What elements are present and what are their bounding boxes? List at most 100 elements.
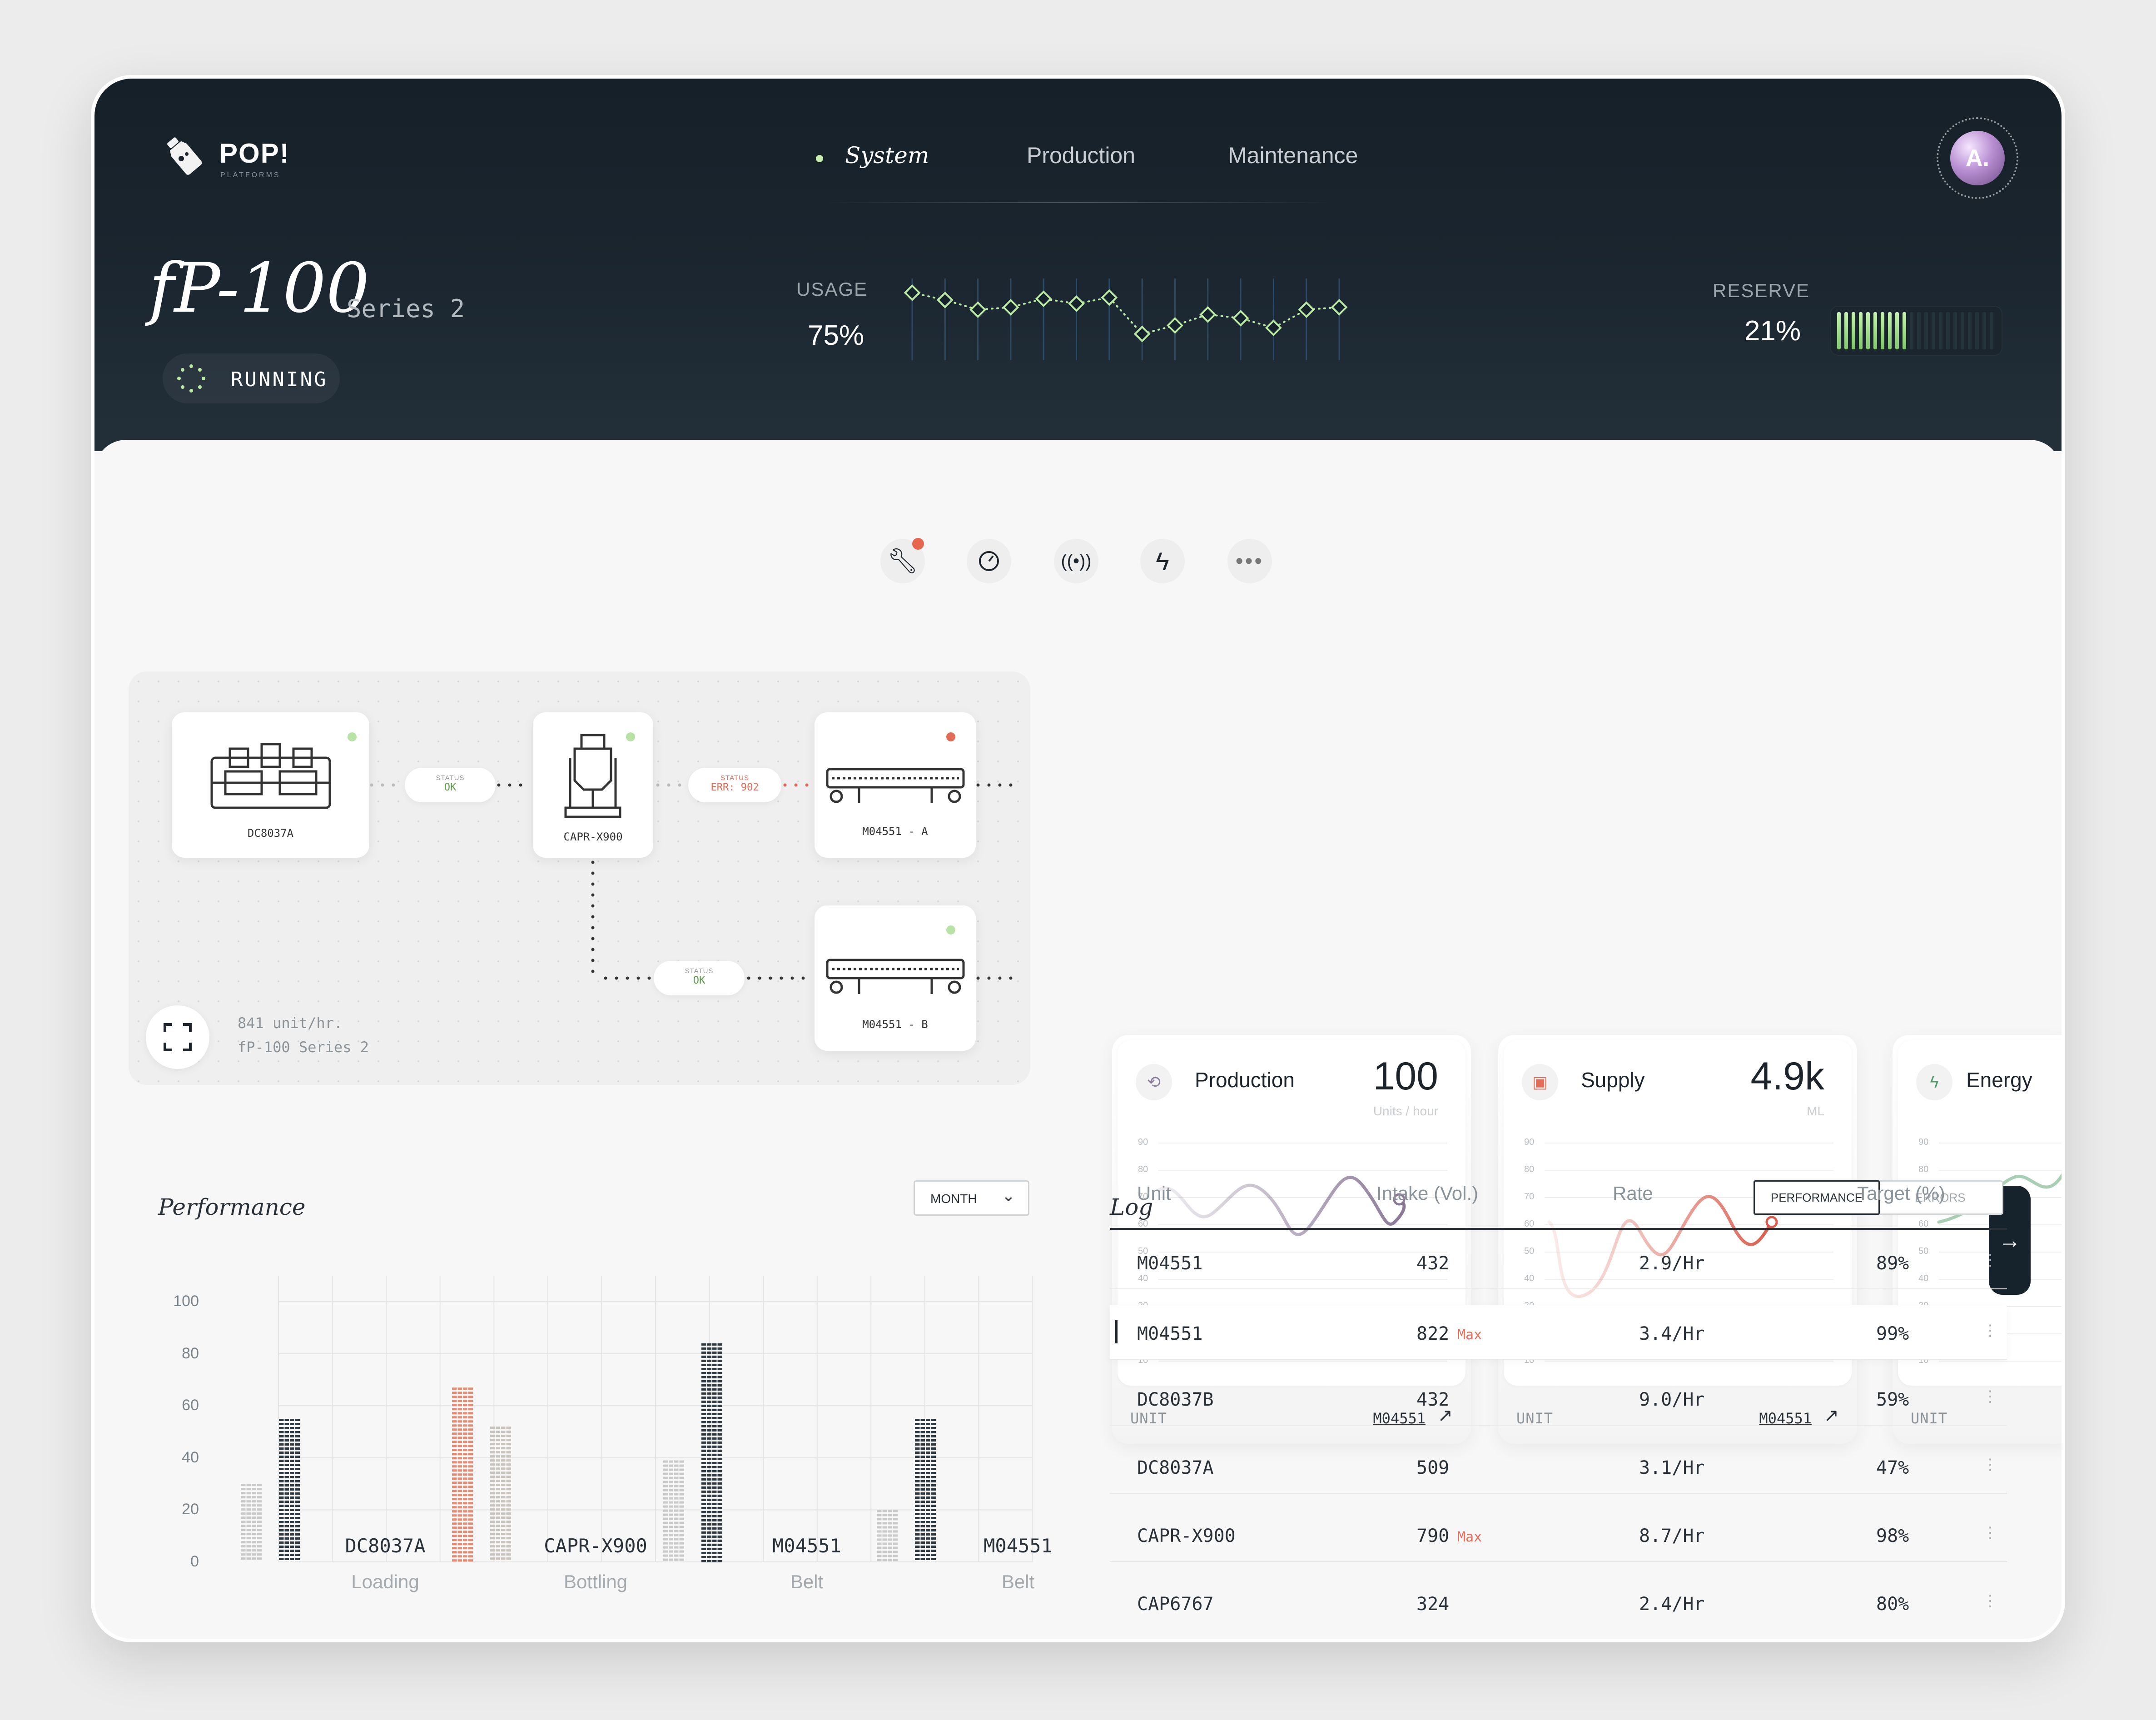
card-unit: Units / hour [1373,1104,1438,1118]
cell-intake: 324 [1416,1594,1450,1615]
pill-label: STATUS [436,774,465,782]
reserve-segment [1852,312,1855,349]
row-menu-icon[interactable]: ⋮ [1982,1592,1998,1610]
pop-logo-icon [167,137,202,175]
cell-rate: 8.7/Hr [1639,1526,1705,1546]
conveyor-belt-icon [826,959,965,994]
table-row[interactable]: M04551 822 Max 3.4/Hr 99% ⋮ [1110,1305,2007,1360]
arrow-up-right-icon[interactable]: ↗ [1823,1406,1839,1426]
status-text: RUNNING [231,368,328,391]
flow-connectors [370,783,1021,980]
cell-max-tag: Max [1457,1529,1482,1545]
row-menu-icon[interactable]: ⋮ [1982,1388,1998,1405]
arrow-up-right-icon[interactable]: ↗ [1437,1406,1453,1426]
row-divider [1110,1288,2007,1289]
link-status-pill[interactable]: STATUS OK [405,768,496,802]
column-header[interactable]: Target (%) [1857,1183,1945,1204]
card-axis-tick: 80 [1138,1164,1148,1174]
cell-intake: 790 [1416,1526,1450,1546]
sparkline-point [936,291,954,308]
column-header[interactable]: Unit [1137,1183,1171,1204]
tab-errors[interactable]: ERRORS [1878,1182,2002,1213]
cell-intake: 822 [1416,1323,1450,1344]
card-axis-tick: 50 [1138,1246,1148,1256]
cell-unit: M04551 [1137,1323,1203,1344]
card-gridline [1158,1197,1447,1198]
column-header[interactable]: Intake (Vol.) [1376,1183,1479,1204]
tab-performance[interactable]: PERFORMANCE [1754,1180,1880,1215]
nav-maintenance[interactable]: Maintenance [1228,143,1358,168]
gauge-icon [979,551,999,571]
column-header[interactable]: Rate [1613,1183,1653,1204]
table-row[interactable]: DC8037A 509 3.1/Hr 47% ⋮ [1110,1439,2007,1494]
y-tick-label: 0 [190,1553,199,1570]
row-menu-icon[interactable]: ⋮ [1982,1456,1998,1473]
reserve-segment [1975,312,1979,349]
tool-more[interactable]: ••• [1227,539,1272,583]
period-select[interactable]: MONTH ⌄ [914,1180,1029,1216]
bar-b [915,1419,936,1562]
sparkline-point [1002,298,1019,316]
cell-max-tag: Max [1457,1327,1482,1343]
bar-a [663,1460,684,1562]
loading-machine-icon [210,743,331,809]
card-title: Supply [1581,1068,1645,1092]
fullscreen-button[interactable] [146,1005,209,1069]
card-unit-link[interactable]: M04551 [1373,1410,1426,1427]
reserve-segment [1903,312,1906,349]
card-axis-tick: 60 [1524,1219,1535,1229]
card-axis-tick: 80 [1524,1164,1535,1174]
pill-label: STATUS [720,774,749,782]
cell-target: 59% [1876,1389,1909,1410]
pill-value: OK [444,782,457,793]
app-window: POP! PLATFORMS System Production Mainten… [91,75,2065,1642]
table-row[interactable]: DC8037B 432 9.0/Hr 59% ⋮ [1110,1371,2007,1426]
flow-rate: 841 unit/hr. [238,1014,343,1032]
tool-wrench[interactable]: 🔧︎ [880,538,925,583]
logo[interactable]: POP! PLATFORMS [160,132,306,182]
row-menu-icon[interactable]: ⋮ [1982,1524,1998,1541]
link-status-pill-error[interactable]: STATUS ERR: 902 [688,768,781,802]
cell-unit: DC8037A [1137,1457,1214,1478]
tool-gauge[interactable] [967,539,1011,583]
cell-rate: 2.4/Hr [1639,1594,1705,1615]
reserve-label: RESERVE [1713,280,1810,301]
row-menu-icon[interactable]: ⋮ [1982,1322,1998,1339]
link-status-pill[interactable]: STATUS OK [654,961,745,995]
card-gridline [1158,1279,1447,1280]
cell-rate: 2.9/Hr [1639,1253,1705,1274]
bar-b [701,1343,722,1562]
cell-rate: 3.1/Hr [1639,1457,1705,1478]
reserve-segment [1932,312,1935,349]
status-dot [946,925,955,935]
table-row[interactable]: M04551 432 2.9/Hr 89% ⋮ [1110,1235,2007,1289]
node-m04551-a[interactable]: M04551 - A [815,712,976,858]
nav-production[interactable]: Production [1027,143,1136,168]
header: POP! PLATFORMS System Production Mainten… [94,79,2062,451]
card-axis-tick: 80 [1918,1164,1929,1174]
sparkline-point [1068,295,1085,312]
log-title: Log [1110,1194,1153,1220]
card-axis-tick: 90 [1138,1137,1148,1147]
card-axis-tick: 90 [1918,1137,1929,1147]
bar-a [877,1510,898,1562]
node-capr-x900[interactable]: CAPR-X900 [533,712,653,858]
tool-power[interactable]: ϟ [1140,539,1185,583]
avatar[interactable]: A. [1937,117,2018,199]
card-unit-link[interactable]: M04551 [1759,1410,1812,1427]
tool-signal[interactable]: ((•)) [1054,539,1098,583]
nav-system[interactable]: System [845,142,929,169]
category-label: M04551 [772,1535,841,1557]
card-gridline [1545,1170,1833,1171]
card-value: 100 [1373,1054,1439,1098]
node-m04551-b[interactable]: M04551 - B [815,905,976,1051]
reserve-value: 21% [1744,315,1801,347]
table-row[interactable]: CAPR-X900 790 Max 8.7/Hr 98% ⋮ [1110,1507,2007,1562]
node-dc8037a[interactable]: DC8037A [172,712,369,858]
sparkline-point [969,301,987,318]
card-gridline [1545,1197,1833,1198]
category-sublabel: Loading [351,1571,419,1592]
row-menu-icon[interactable]: ⋮ [1982,1252,1998,1269]
cell-intake: 432 [1416,1253,1450,1274]
table-row[interactable]: CAP6767 324 2.4/Hr 80% ⋮ [1110,1576,2007,1630]
